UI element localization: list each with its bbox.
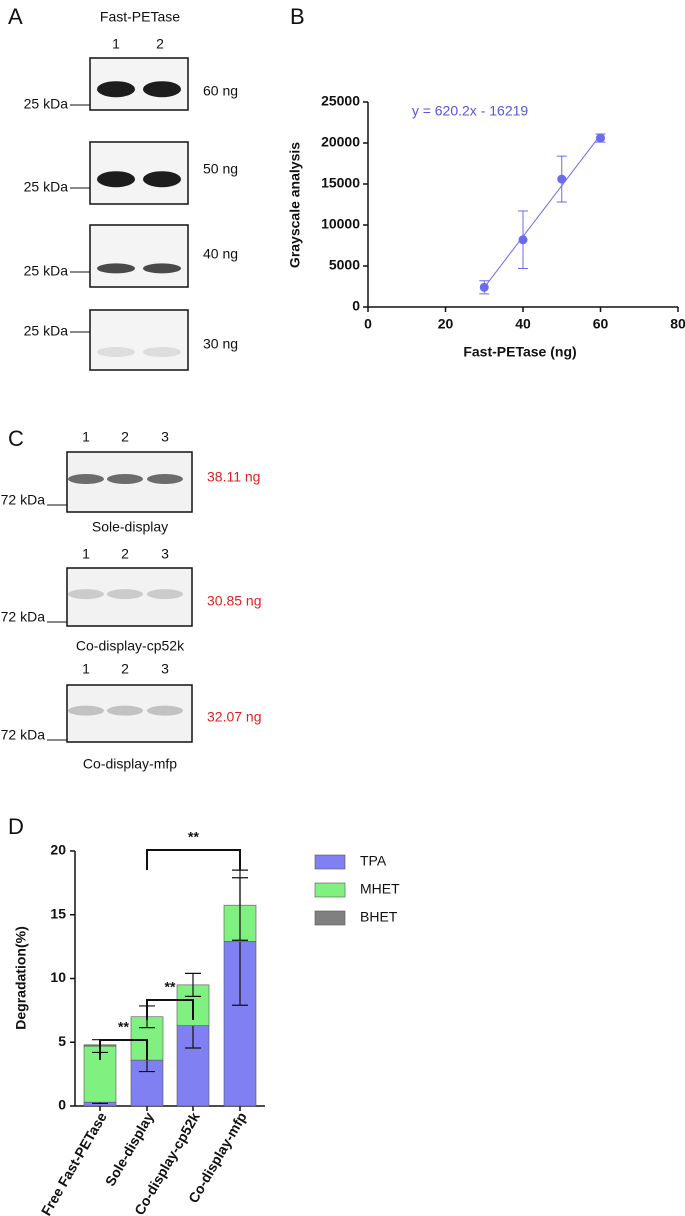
lane-label: 1	[82, 546, 90, 562]
significance-label: **	[165, 979, 176, 995]
band	[97, 263, 135, 274]
x-axis-title: Fast-PETase (ng)	[463, 344, 576, 360]
blot	[89, 309, 189, 371]
x-tick-label: Free Fast-PETase	[38, 1109, 110, 1216]
point	[479, 282, 489, 292]
fit-line	[483, 134, 601, 288]
sample-name: Sole-display	[92, 519, 168, 535]
significance-bracket	[99, 1039, 148, 1060]
y-tick-label: 10000	[321, 216, 360, 232]
legend-swatch	[314, 910, 346, 926]
band	[97, 81, 135, 98]
lane-label: 1	[82, 661, 90, 677]
y-tick-label: 5000	[329, 257, 360, 273]
lane-label: 1	[82, 429, 90, 445]
amount-label: 38.11 ng	[207, 469, 260, 485]
band	[107, 589, 143, 600]
point	[557, 174, 567, 184]
protein-label: Fast-PETase	[100, 9, 180, 25]
significance-label: **	[118, 1019, 129, 1035]
band	[143, 347, 181, 357]
x-tick-label: 40	[515, 316, 531, 332]
lane-label: 2	[121, 429, 129, 445]
significance-label: **	[188, 829, 199, 845]
error-bar	[185, 972, 201, 997]
y-tick-label: 15	[50, 905, 66, 921]
band	[107, 705, 143, 716]
y-tick-label: 25000	[321, 93, 360, 109]
legend-label: TPA	[360, 853, 387, 869]
y-axis-title: Degradation(%)	[13, 926, 29, 1029]
band	[68, 474, 104, 484]
panel-label: C	[8, 426, 24, 451]
panel-label: B	[290, 4, 305, 29]
band	[147, 705, 183, 716]
band	[68, 589, 104, 600]
lane-label: 3	[161, 546, 169, 562]
band	[147, 589, 183, 600]
annotation: y = 620.2x - 16219	[412, 103, 529, 119]
panel-label: D	[8, 814, 24, 839]
x-tick-label: 20	[438, 316, 454, 332]
point	[518, 235, 528, 245]
point	[596, 133, 605, 143]
sample-name: Co-display-mfp	[83, 756, 177, 772]
panel-label: A	[8, 4, 23, 29]
marker-label: 72 kDa	[1, 609, 46, 625]
marker-label: 25 kDa	[24, 323, 69, 339]
amount-label: 32.07 ng	[207, 709, 262, 725]
band	[147, 474, 183, 484]
error-bar	[232, 869, 248, 941]
amount-label: 30 ng	[203, 336, 238, 352]
y-tick-label: 20000	[321, 134, 360, 150]
y-tick-label: 15000	[321, 175, 360, 191]
band	[143, 263, 181, 274]
band	[143, 81, 181, 98]
blot	[66, 684, 193, 743]
y-tick-label: 0	[352, 298, 360, 314]
amount-label: 50 ng	[203, 161, 238, 177]
marker-label: 72 kDa	[1, 727, 46, 743]
x-tick-label: 80	[670, 316, 685, 332]
blot	[66, 567, 193, 627]
blot	[89, 224, 189, 288]
band	[68, 705, 104, 716]
lane-label: 2	[121, 661, 129, 677]
marker-label: 25 kDa	[24, 179, 69, 195]
y-tick-label: 20	[50, 842, 66, 858]
significance-bracket	[146, 999, 194, 1020]
lane-label: 3	[161, 661, 169, 677]
band	[97, 171, 135, 188]
sample-name: Co-display-cp52k	[76, 638, 185, 654]
marker-label: 72 kDa	[1, 492, 46, 508]
amount-label: 30.85 ng	[207, 593, 262, 609]
lane-label: 2	[121, 546, 129, 562]
marker-label: 25 kDa	[24, 263, 69, 279]
band	[107, 474, 143, 484]
y-tick-label: 10	[50, 969, 66, 985]
legend-label: MHET	[360, 881, 400, 897]
legend-label: BHET	[360, 909, 398, 925]
marker-label: 25 kDa	[24, 96, 69, 112]
amount-label: 40 ng	[203, 246, 238, 262]
lane-label: 1	[112, 36, 120, 52]
y-tick-label: 0	[58, 1097, 66, 1113]
legend-swatch	[314, 882, 346, 898]
lane-label: 2	[156, 36, 164, 52]
band	[143, 171, 181, 188]
amount-label: 60 ng	[203, 83, 238, 99]
y-tick-label: 5	[58, 1033, 66, 1049]
x-tick-label: 0	[364, 316, 372, 332]
x-tick-label: 60	[593, 316, 609, 332]
y-axis-title: Grayscale analysis	[287, 142, 303, 268]
significance-bracket	[146, 849, 241, 870]
legend-swatch	[314, 854, 346, 870]
lane-label: 3	[161, 429, 169, 445]
band	[97, 347, 135, 357]
x-tick-label: Sole-display	[102, 1109, 157, 1189]
